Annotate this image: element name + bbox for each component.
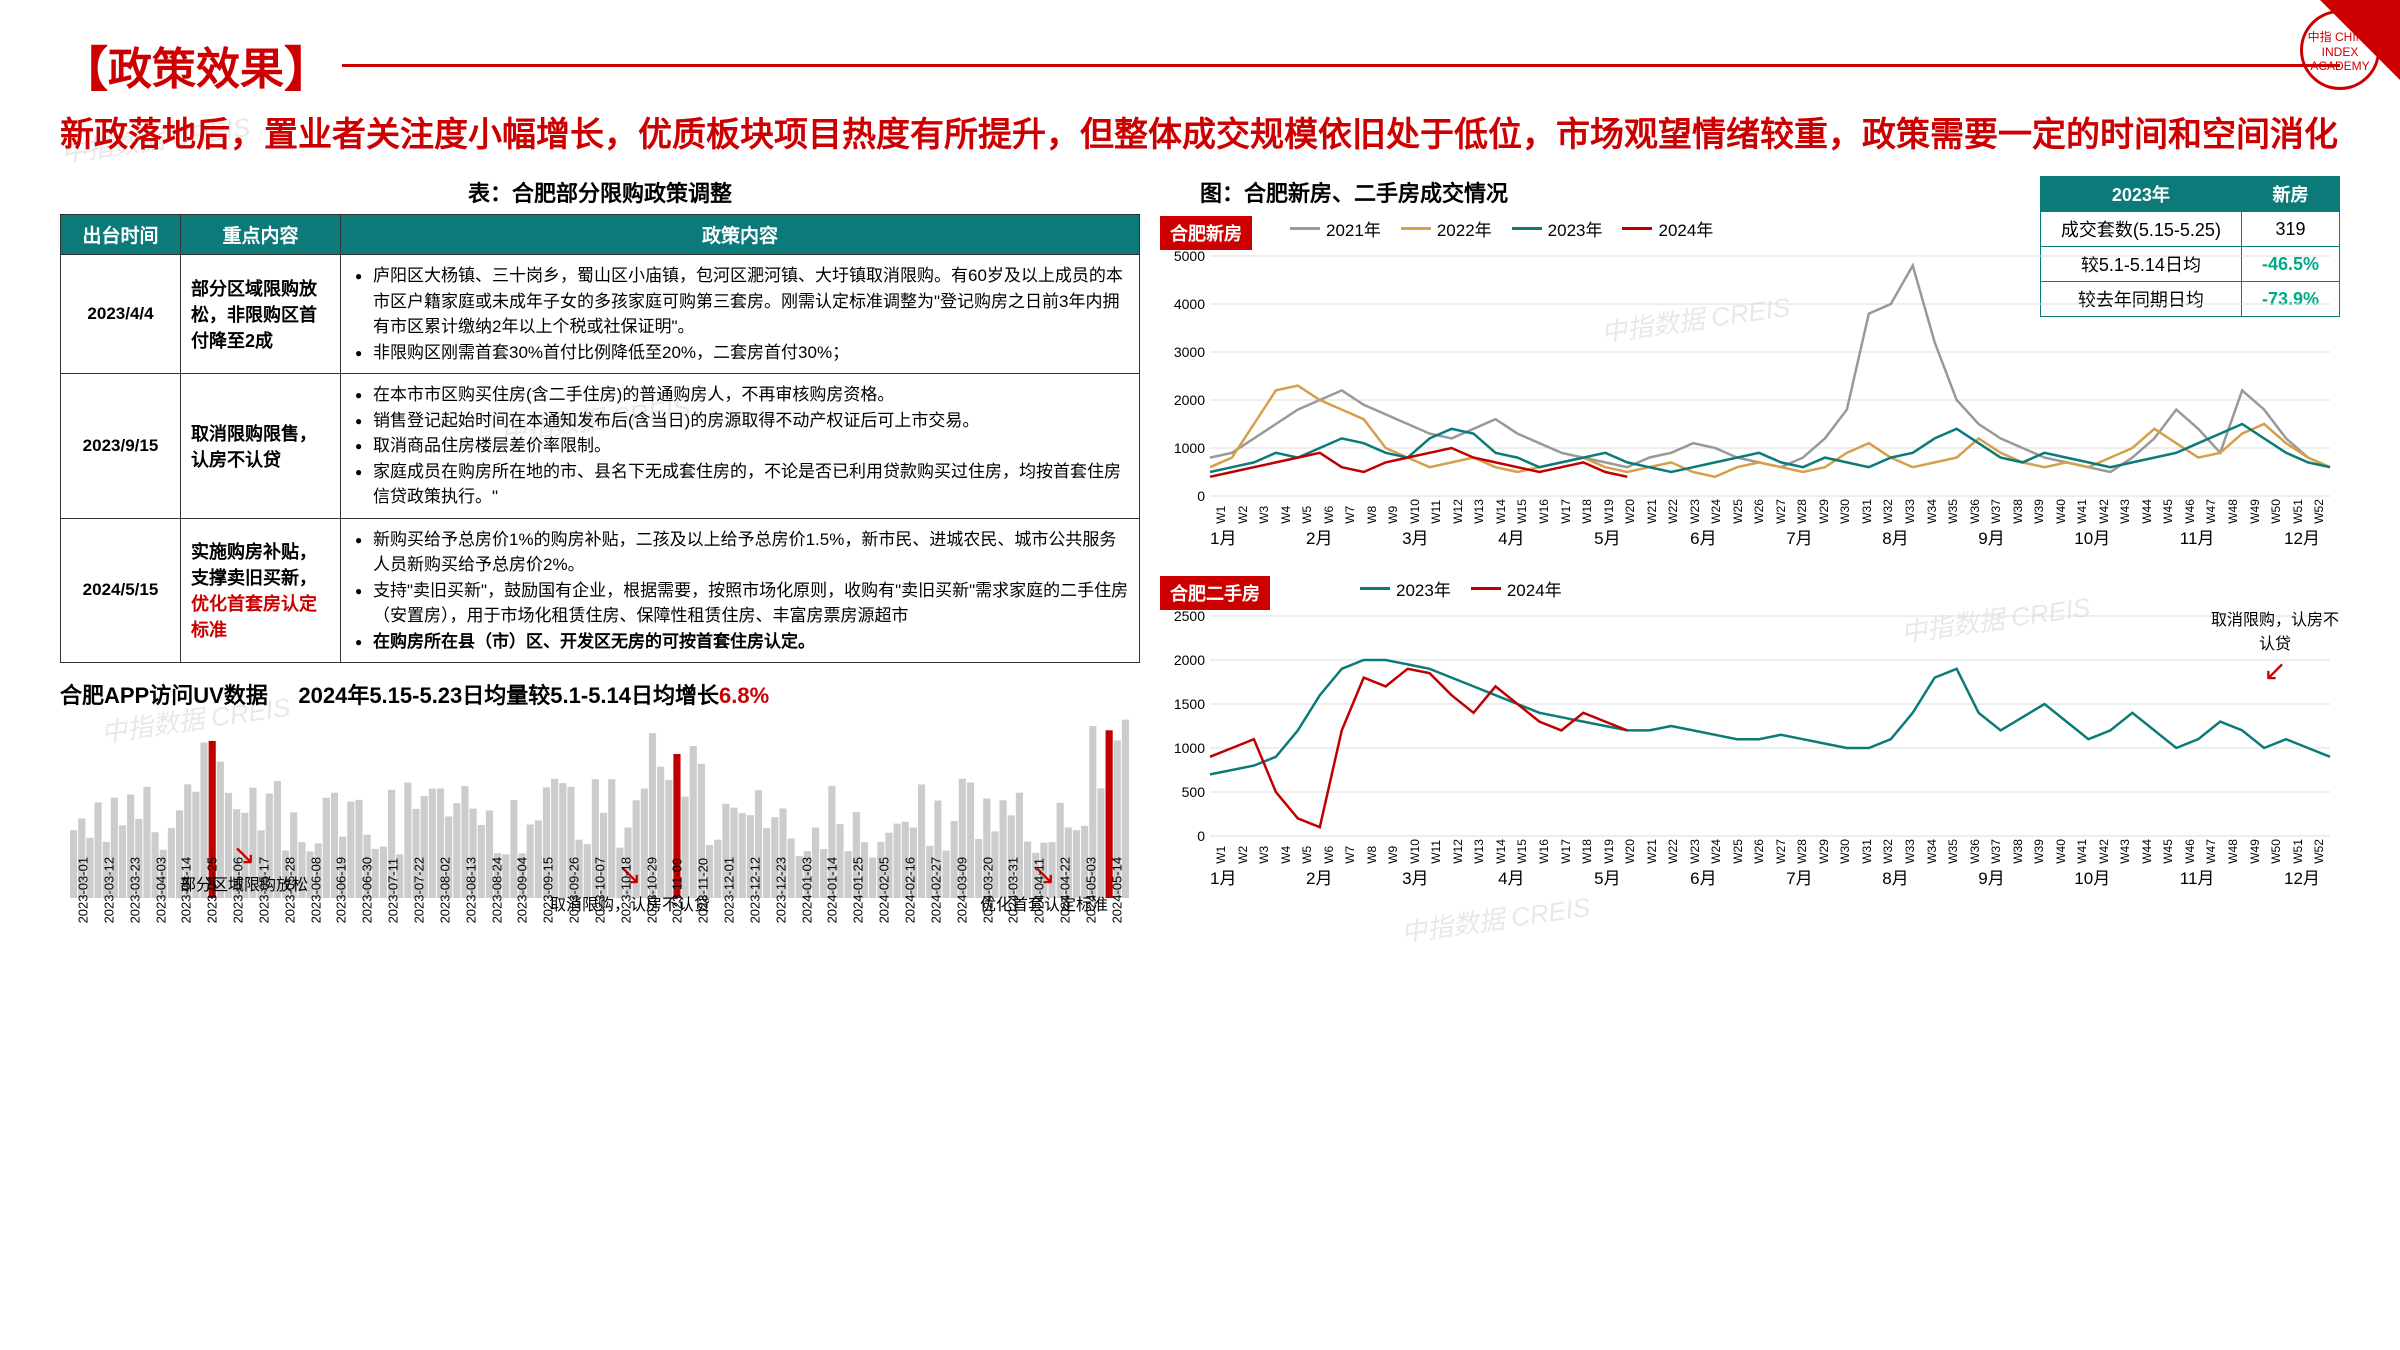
svg-text:3000: 3000 (1174, 344, 1205, 360)
svg-text:0: 0 (1197, 828, 1205, 844)
policy-table: 出台时间重点内容政策内容 2023/4/4部分区域限购放松，非限购区首付降至2成… (60, 214, 1140, 663)
svg-text:1000: 1000 (1174, 440, 1205, 456)
svg-text:0: 0 (1197, 488, 1205, 504)
svg-text:4000: 4000 (1174, 296, 1205, 312)
subtitle: 新政落地后，置业者关注度小幅增长，优质板块项目热度有所提升，但整体成交规模依旧处… (60, 110, 2340, 161)
table-caption: 表：合肥部分限购政策调整 (60, 176, 1140, 208)
svg-text:5000: 5000 (1174, 248, 1205, 264)
uv-bar-chart: ↘部分区域限购放松↘取消限购，认房不认贷↘优化首套认定标准 2023-03-01… (60, 718, 1140, 988)
uv-title: 合肥APP访问UV数据 2024年5.15-5.23日均量较5.1-5.14日均… (60, 678, 1140, 710)
second-hand-chart: 合肥二手房 2023年2024年 取消限购，认房不认贷↙ 05001000150… (1160, 576, 2340, 906)
svg-text:500: 500 (1182, 784, 1206, 800)
svg-text:2000: 2000 (1174, 392, 1205, 408)
svg-text:2500: 2500 (1174, 608, 1205, 624)
svg-text:1000: 1000 (1174, 740, 1205, 756)
new-house-chart: 合肥新房 2021年2022年2023年2024年 01000200030004… (1160, 216, 2340, 556)
section-title: 【政策效果】 (60, 30, 2340, 100)
svg-text:1500: 1500 (1174, 696, 1205, 712)
svg-text:2000: 2000 (1174, 652, 1205, 668)
